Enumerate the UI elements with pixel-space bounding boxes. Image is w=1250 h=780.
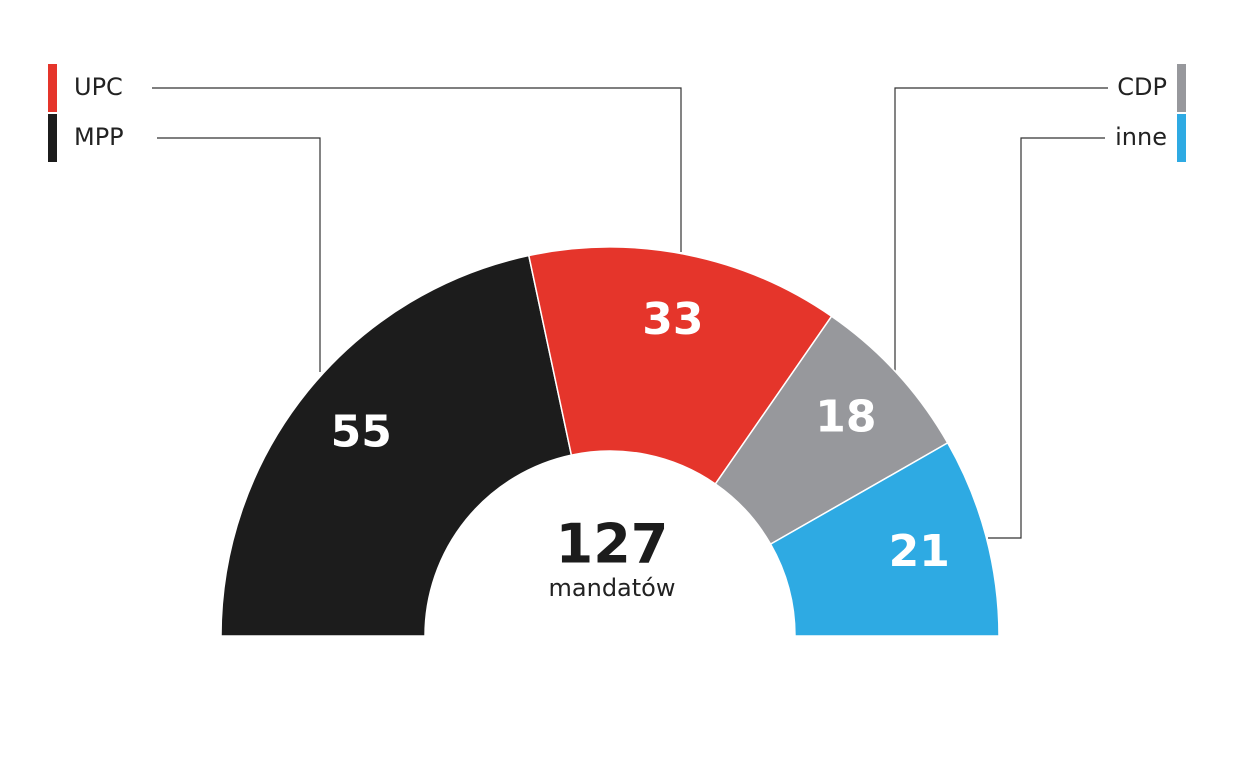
legend-swatch: [48, 114, 57, 162]
segment: [769, 441, 1000, 637]
legend-swatch: [48, 64, 57, 112]
legend-label: CDP: [1117, 73, 1167, 101]
leader-line: [988, 137, 1105, 539]
legend-swatch: [1177, 64, 1186, 112]
leader-line: [152, 87, 682, 252]
segment: [220, 254, 573, 637]
leader-line: [157, 137, 321, 372]
legend-swatch: [1177, 114, 1186, 162]
total-value: 127: [556, 513, 669, 576]
value-label: 21: [889, 526, 950, 577]
value-label: 18: [815, 392, 876, 443]
leader-line: [894, 87, 1108, 372]
value-label: 55: [331, 407, 392, 458]
legend-label: UPC: [74, 73, 123, 101]
legend-label: inne: [1115, 123, 1167, 151]
center-label: mandatów: [549, 574, 676, 602]
value-label: 33: [642, 294, 703, 345]
legend-label: MPP: [74, 123, 124, 151]
